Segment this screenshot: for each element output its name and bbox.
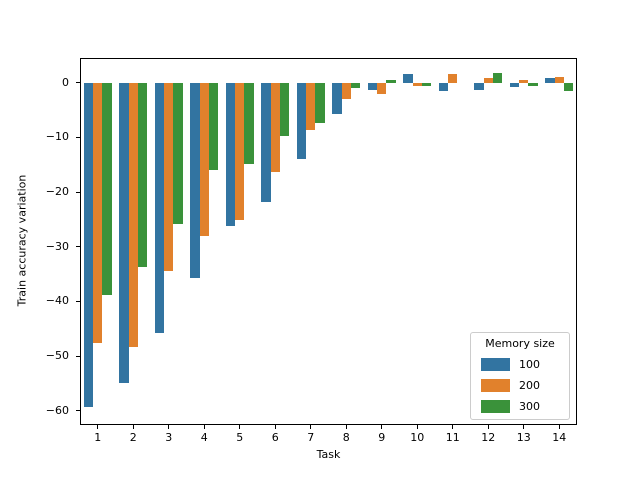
bar-task13-mem200 <box>519 80 529 83</box>
bar-task1-mem100 <box>83 82 93 407</box>
y-tick-label: −20 <box>45 185 69 198</box>
legend-swatch-blue <box>481 358 510 371</box>
y-tick-mark <box>76 355 80 357</box>
y-tick-mark <box>76 82 80 84</box>
legend-swatch-orange <box>481 379 510 392</box>
legend-label: 300 <box>519 400 540 413</box>
bar-task11-mem200 <box>448 74 458 83</box>
legend-label: 100 <box>519 358 540 371</box>
bar-task13-mem300 <box>528 82 538 86</box>
bar-task12-mem200 <box>483 77 493 83</box>
y-tick-label: −30 <box>45 239 69 253</box>
x-tick-label: 10 <box>410 431 425 444</box>
legend-entry-100: 100 <box>479 354 561 375</box>
bar-task2-mem300 <box>137 82 148 267</box>
x-tick-label: 4 <box>200 431 208 444</box>
x-tick-label: 11 <box>445 431 460 444</box>
y-axis-label: Train accuracy variation <box>15 174 29 306</box>
x-tick-label: 6 <box>271 431 279 444</box>
x-tick-mark <box>487 425 489 429</box>
bar-task2-mem100 <box>119 82 129 383</box>
x-tick-label: 3 <box>165 431 173 444</box>
x-tick-mark <box>274 425 276 429</box>
x-tick-mark <box>523 425 525 429</box>
x-tick-label: 12 <box>481 431 496 444</box>
y-tick-label: 0 <box>62 75 69 89</box>
bar-task8-mem300 <box>350 82 361 89</box>
x-tick-mark <box>558 425 560 429</box>
x-tick-label: 5 <box>236 431 244 444</box>
bar-task10-mem300 <box>421 82 432 87</box>
x-tick-mark <box>97 425 99 429</box>
x-tick-mark <box>310 425 312 429</box>
legend-title: Memory size <box>485 337 555 350</box>
bar-task4-mem200 <box>199 82 209 237</box>
bar-task6-mem100 <box>261 82 271 202</box>
bar-task6-mem300 <box>279 82 290 136</box>
bar-task10-mem200 <box>412 82 422 87</box>
bar-task7-mem300 <box>315 82 325 124</box>
bar-task3-mem100 <box>154 82 164 333</box>
bar-task7-mem200 <box>306 82 316 130</box>
y-tick-mark <box>76 246 80 248</box>
x-tick-label: 9 <box>378 431 386 444</box>
bar-task2-mem200 <box>128 82 138 347</box>
x-tick-label: 8 <box>342 431 350 444</box>
x-axis-label: Task <box>316 448 341 461</box>
bar-task13-mem100 <box>509 82 519 87</box>
x-tick-mark <box>203 425 205 429</box>
bar-task1-mem200 <box>93 82 103 343</box>
bar-task7-mem100 <box>296 82 306 159</box>
bar-task5-mem200 <box>235 82 245 220</box>
legend-label: 200 <box>519 379 540 392</box>
bar-task14-mem100 <box>545 78 555 83</box>
y-tick-label: −40 <box>45 294 69 308</box>
y-tick-label: −60 <box>45 403 69 417</box>
bar-task5-mem100 <box>225 82 235 227</box>
bar-task14-mem300 <box>563 82 574 91</box>
bar-task9-mem100 <box>367 82 377 91</box>
y-tick-mark <box>76 300 80 302</box>
bar-task3-mem300 <box>173 82 183 224</box>
x-tick-label: 2 <box>129 431 137 444</box>
bar-task3-mem200 <box>164 82 174 272</box>
bar-task12-mem300 <box>492 72 503 83</box>
bar-task14-mem200 <box>554 76 564 83</box>
legend: Memory size 100 200 300 <box>470 332 570 420</box>
y-tick-mark <box>76 410 80 412</box>
bar-task8-mem200 <box>341 82 351 100</box>
x-tick-label: 14 <box>552 431 567 444</box>
y-tick-mark <box>76 191 80 193</box>
bar-task9-mem200 <box>377 82 387 95</box>
x-tick-mark <box>239 425 241 429</box>
legend-swatch-green <box>481 400 510 413</box>
x-tick-mark <box>416 425 418 429</box>
bar-task9-mem300 <box>386 80 396 83</box>
x-tick-mark <box>168 425 170 429</box>
x-tick-mark <box>381 425 383 429</box>
legend-entry-300: 300 <box>479 396 561 417</box>
y-tick-mark <box>76 136 80 138</box>
bar-task4-mem100 <box>190 82 200 279</box>
x-tick-label: 1 <box>94 431 102 444</box>
x-tick-mark <box>452 425 454 429</box>
x-tick-label: 7 <box>307 431 315 444</box>
x-tick-mark <box>132 425 134 429</box>
bar-task1-mem300 <box>102 82 112 295</box>
x-tick-label: 13 <box>516 431 531 444</box>
legend-entry-200: 200 <box>479 375 561 396</box>
x-tick-mark <box>345 425 347 429</box>
bar-task4-mem300 <box>208 82 219 170</box>
bar-task6-mem200 <box>270 82 280 172</box>
bar-task12-mem100 <box>474 82 484 90</box>
y-tick-label: −10 <box>45 130 69 144</box>
y-tick-label: −50 <box>45 349 69 363</box>
bar-task11-mem100 <box>438 82 448 91</box>
bar-task8-mem100 <box>332 82 342 115</box>
bar-task10-mem100 <box>403 74 413 83</box>
bar-task5-mem300 <box>244 82 254 165</box>
